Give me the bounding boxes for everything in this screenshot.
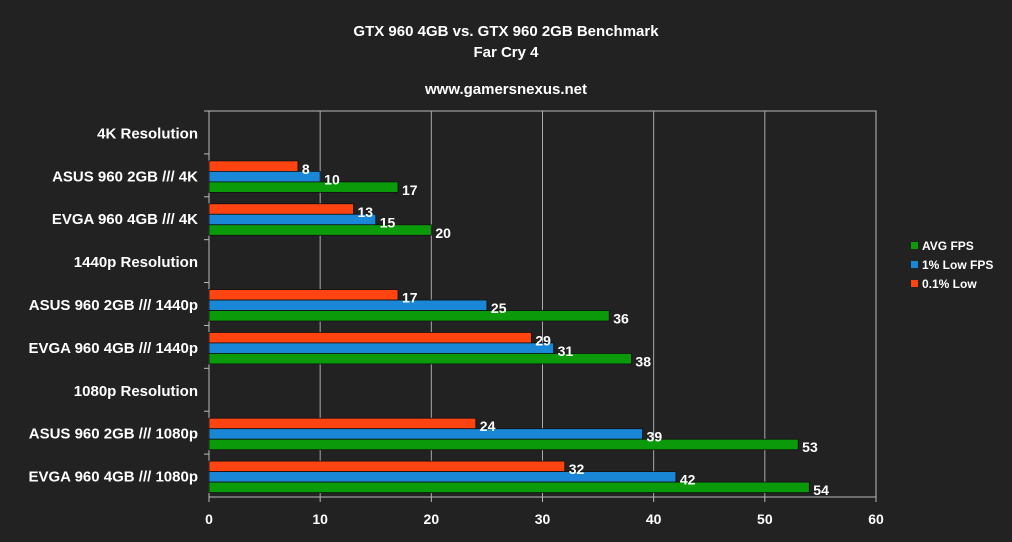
chart-title: GTX 960 4GB vs. GTX 960 2GB Benchmark [353, 23, 659, 40]
data-label: 36 [613, 311, 629, 327]
legend-swatch [911, 242, 918, 249]
data-label: 13 [358, 204, 374, 220]
y-tick-label: ASUS 960 2GB /// 1080p [29, 426, 198, 443]
legend: AVG FPS 1% Low FPS 0.1% Low [911, 239, 993, 291]
x-tick-label: 10 [312, 511, 328, 527]
y-tick-label: EVGA 960 4GB /// 1440p [28, 340, 198, 357]
y-tick-label: EVGA 960 4GB /// 4K [52, 211, 198, 228]
bar [208, 471, 677, 483]
y-tick-label: EVGA 960 4GB /// 1080p [28, 469, 198, 486]
bar [208, 428, 643, 440]
bar [208, 224, 432, 236]
bar [208, 460, 566, 473]
legend-swatch [911, 280, 918, 287]
bar [208, 417, 477, 430]
watermark: www.gamersnexus.net [424, 81, 587, 98]
data-label: 10 [324, 171, 340, 187]
bar [208, 299, 488, 311]
data-label: 38 [635, 353, 651, 369]
data-label: 24 [480, 418, 496, 434]
legend-label: AVG FPS [922, 239, 974, 253]
legend-label: 1% Low FPS [922, 258, 993, 272]
y-tick-label: 1440p Resolution [74, 254, 198, 271]
bar [208, 203, 354, 215]
y-tick-label: 1080p Resolution [74, 383, 198, 400]
legend-label: 0.1% Low [922, 277, 977, 291]
bar [208, 342, 555, 354]
data-label: 29 [535, 332, 551, 348]
y-tick-label: ASUS 960 2GB /// 1440p [29, 297, 198, 314]
data-label: 39 [647, 429, 663, 445]
bar [208, 310, 610, 322]
y-tick-label: ASUS 960 2GB /// 4K [52, 168, 198, 185]
chart-subtitle: Far Cry 4 [473, 44, 539, 61]
data-label: 25 [491, 300, 507, 316]
data-label: 8 [302, 161, 310, 177]
bar [208, 181, 399, 193]
data-label: 17 [402, 182, 418, 198]
x-tick-label: 30 [535, 511, 551, 527]
x-tick-label: 50 [757, 511, 773, 527]
data-label: 31 [558, 343, 574, 359]
bar [208, 332, 532, 344]
data-label: 53 [802, 439, 818, 455]
x-tick-label: 60 [868, 511, 884, 527]
legend-swatch [911, 261, 918, 268]
bar [208, 353, 632, 365]
bar [208, 213, 377, 226]
y-tick-label: 4K Resolution [97, 125, 198, 142]
bar [208, 438, 799, 451]
data-label: 20 [435, 225, 451, 241]
data-label: 54 [813, 482, 829, 498]
data-label: 15 [380, 214, 396, 230]
x-tick-label: 20 [424, 511, 440, 527]
bar [208, 289, 399, 301]
bar [208, 160, 299, 172]
x-tick-label: 40 [646, 511, 662, 527]
data-label: 32 [569, 461, 585, 477]
bar [208, 481, 810, 494]
data-label: 17 [402, 290, 418, 306]
x-tick-label: 0 [205, 511, 213, 527]
data-label: 42 [680, 472, 696, 488]
